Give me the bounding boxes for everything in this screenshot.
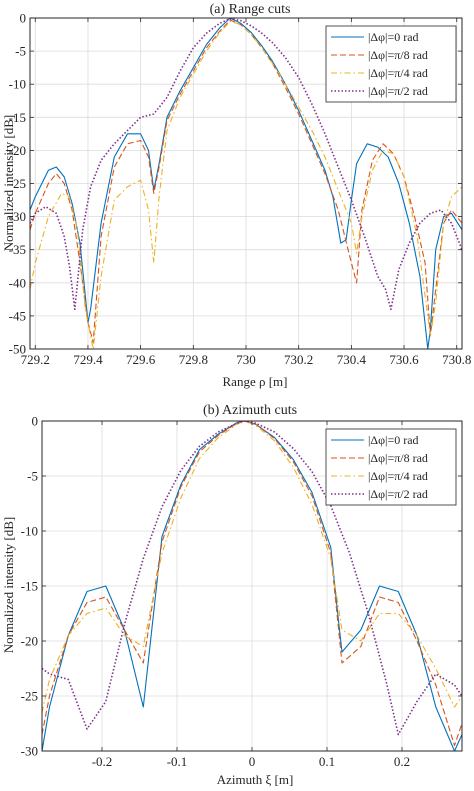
legend-label-3: |Δφ|=π/2 rad bbox=[368, 487, 428, 501]
y-axis-label: Normalized intensity [dB] bbox=[1, 115, 16, 251]
legend-label-2: |Δφ|=π/4 rad bbox=[368, 66, 428, 80]
y-tick-label: -45 bbox=[9, 308, 26, 323]
y-tick-label: -50 bbox=[9, 342, 26, 357]
legend-label-0: |Δφ|=0 rad bbox=[368, 433, 419, 447]
chart-title: (b) Azimuth cuts bbox=[203, 403, 297, 418]
x-tick-label: 729.4 bbox=[73, 352, 103, 367]
x-tick-label: 729.8 bbox=[179, 352, 208, 367]
panel-range-cuts: (a) Range cuts Range ρ [m] Normalized in… bbox=[1, 2, 471, 389]
legend: |Δφ|=0 rad |Δφ|=π/8 rad |Δφ|=π/4 rad |Δφ|=π… bbox=[325, 428, 457, 506]
x-tick-label: 0 bbox=[249, 754, 256, 769]
x-tick-label: 0.2 bbox=[394, 754, 410, 769]
x-axis-label: Range ρ [m] bbox=[223, 374, 288, 389]
chart-title: (a) Range cuts bbox=[210, 2, 291, 17]
y-tick-label: -10 bbox=[9, 77, 26, 92]
y-tick-label: -20 bbox=[21, 634, 38, 649]
y-tick-label: -40 bbox=[9, 275, 26, 290]
legend-box bbox=[325, 25, 457, 103]
legend: |Δφ|=0 rad |Δφ|=π/8 rad |Δφ|=π/4 rad |Δφ|=π… bbox=[325, 25, 457, 103]
y-tick-label: -5 bbox=[27, 469, 38, 484]
y-tick-label: -25 bbox=[21, 689, 38, 704]
legend-label-1: |Δφ|=π/8 rad bbox=[368, 48, 428, 62]
y-tick-label: 0 bbox=[32, 414, 39, 429]
x-tick-label: 730.4 bbox=[337, 352, 367, 367]
x-tick-label: 729.2 bbox=[21, 352, 50, 367]
x-tick-label: 729.6 bbox=[126, 352, 156, 367]
y-tick-label: -10 bbox=[21, 524, 38, 539]
y-tick-label: -30 bbox=[21, 744, 38, 759]
legend-label-1: |Δφ|=π/8 rad bbox=[368, 451, 428, 465]
y-tick-label: -25 bbox=[9, 176, 26, 191]
legend-label-0: |Δφ|=0 rad bbox=[368, 30, 419, 44]
y-axis-label: Normalized intensity [dB] bbox=[1, 517, 16, 653]
y-tick-label: -35 bbox=[9, 242, 26, 257]
x-tick-label: 730.6 bbox=[389, 352, 419, 367]
y-tick-label: -5 bbox=[15, 44, 26, 59]
x-axis-label: Azimuth ξ [m] bbox=[217, 772, 294, 787]
series-line-0 bbox=[30, 18, 462, 349]
x-tick-label: 730.8 bbox=[442, 352, 471, 367]
y-tick-label: -30 bbox=[9, 209, 26, 224]
series-line-3 bbox=[30, 18, 462, 311]
x-tick-label: 730 bbox=[236, 352, 256, 367]
y-tick-label: -20 bbox=[9, 143, 26, 158]
legend-label-3: |Δφ|=π/2 rad bbox=[368, 84, 428, 98]
x-tick-label: 730.2 bbox=[284, 352, 313, 367]
panel-azimuth-cuts: (b) Azimuth cuts Azimuth ξ [m] Normalize… bbox=[1, 403, 463, 787]
legend-label-2: |Δφ|=π/4 rad bbox=[368, 469, 428, 483]
y-tick-label: -15 bbox=[21, 579, 38, 594]
legend-box bbox=[325, 428, 457, 506]
y-tick-label: -15 bbox=[9, 110, 26, 125]
x-tick-label: -0.1 bbox=[167, 754, 188, 769]
y-tick-label: 0 bbox=[20, 11, 27, 26]
x-tick-label: -0.2 bbox=[92, 754, 113, 769]
x-tick-label: 0.1 bbox=[319, 754, 335, 769]
series-line-2 bbox=[42, 421, 462, 713]
